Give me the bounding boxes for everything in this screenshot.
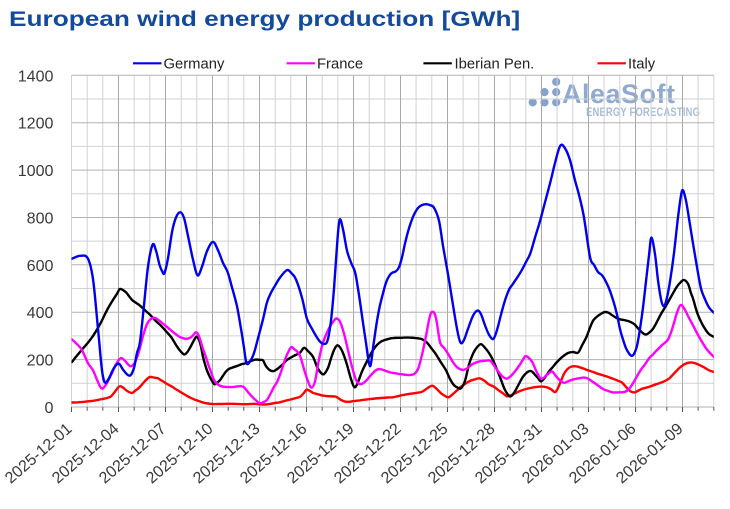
svg-text:1000: 1000 <box>18 162 54 180</box>
svg-text:Germany: Germany <box>164 57 225 73</box>
svg-text:European wind energy productio: European wind energy production [GWh] <box>9 7 520 31</box>
svg-text:200: 200 <box>27 352 54 370</box>
svg-text:ENERGY FORECASTING: ENERGY FORECASTING <box>586 106 700 119</box>
svg-text:AleaSoft: AleaSoft <box>562 79 676 109</box>
svg-text:1400: 1400 <box>18 67 54 85</box>
svg-text:1200: 1200 <box>18 115 54 133</box>
svg-text:800: 800 <box>27 210 54 228</box>
svg-text:400: 400 <box>27 304 54 322</box>
svg-text:600: 600 <box>27 257 54 275</box>
svg-text:0: 0 <box>45 399 54 417</box>
svg-text:Italy: Italy <box>628 57 656 73</box>
svg-text:France: France <box>317 57 363 73</box>
svg-text:Iberian Pen.: Iberian Pen. <box>455 57 535 73</box>
